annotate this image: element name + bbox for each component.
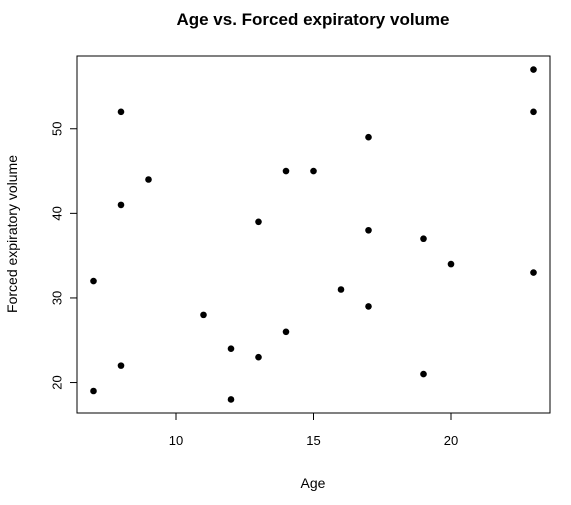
data-point xyxy=(227,345,235,353)
data-point xyxy=(282,167,290,175)
y-tick-label: 30 xyxy=(50,291,65,305)
y-axis: 20 30 40 50 xyxy=(50,122,78,390)
data-point xyxy=(337,286,345,293)
data-point xyxy=(365,133,372,141)
data-point xyxy=(420,235,427,243)
data-point xyxy=(282,328,290,336)
data-point xyxy=(365,303,372,310)
x-tick-label: 10 xyxy=(169,433,183,448)
y-tick-label: 50 xyxy=(50,122,65,136)
data-point xyxy=(530,66,537,73)
data-point xyxy=(90,277,97,285)
data-point xyxy=(420,370,427,378)
data-point xyxy=(90,387,97,395)
y-tick-label: 20 xyxy=(50,375,65,389)
data-point xyxy=(447,260,455,268)
data-point xyxy=(200,311,207,319)
data-point xyxy=(530,108,537,116)
data-point xyxy=(227,396,235,403)
data-point xyxy=(117,108,125,116)
data-point xyxy=(117,362,125,369)
data-point xyxy=(255,218,262,226)
data-point xyxy=(310,167,317,175)
data-point xyxy=(117,201,125,209)
chart-title: Age vs. Forced expiratory volume xyxy=(176,10,449,29)
data-point xyxy=(530,269,537,276)
data-point xyxy=(145,176,152,183)
x-axis-label: Age xyxy=(301,475,326,491)
data-point xyxy=(255,353,262,361)
y-axis-label: Forced expiratory volume xyxy=(4,155,20,313)
y-tick-label: 40 xyxy=(50,206,65,220)
x-axis: 10 15 20 xyxy=(169,412,458,448)
plot-frame xyxy=(76,55,551,414)
x-tick-label: 20 xyxy=(444,433,458,448)
data-point xyxy=(365,226,372,234)
x-tick-label: 15 xyxy=(306,433,320,448)
data-points xyxy=(90,66,537,403)
